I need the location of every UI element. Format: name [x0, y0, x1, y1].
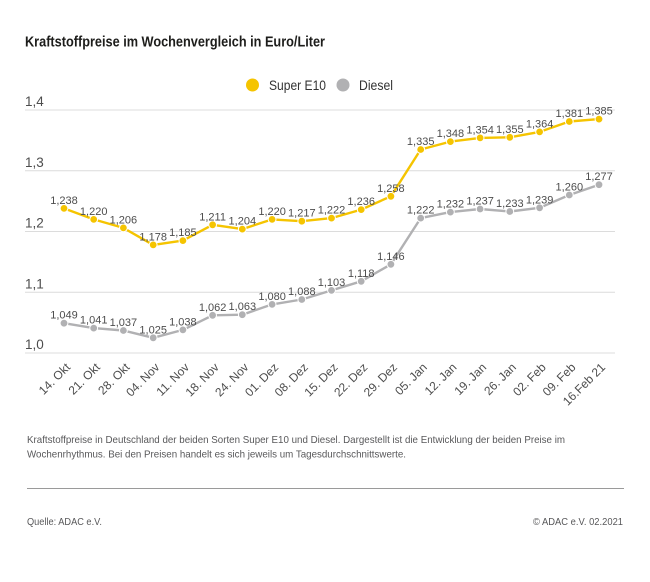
svg-text:1,211: 1,211: [199, 211, 226, 223]
svg-text:1,3: 1,3: [25, 155, 44, 170]
svg-text:1,185: 1,185: [169, 227, 197, 239]
svg-text:© ADAC e.V. 02.2021: © ADAC e.V. 02.2021: [533, 516, 623, 528]
svg-text:1,080: 1,080: [258, 291, 286, 303]
svg-text:1,277: 1,277: [585, 171, 613, 183]
svg-text:1,146: 1,146: [377, 251, 405, 263]
svg-text:Wochenrhythmus. Bei den Preise: Wochenrhythmus. Bei den Preisen handelt …: [27, 449, 406, 461]
svg-text:1,222: 1,222: [318, 205, 346, 217]
svg-text:1,258: 1,258: [377, 183, 405, 195]
svg-text:1,355: 1,355: [496, 124, 524, 136]
svg-text:1,217: 1,217: [288, 208, 316, 220]
svg-text:1,232: 1,232: [437, 199, 465, 211]
svg-text:Quelle: ADAC e.V.: Quelle: ADAC e.V.: [27, 516, 102, 528]
svg-text:1,204: 1,204: [229, 216, 257, 228]
svg-text:1,049: 1,049: [50, 310, 78, 322]
svg-text:1,088: 1,088: [288, 286, 316, 298]
svg-text:1,222: 1,222: [407, 205, 435, 217]
svg-text:1,063: 1,063: [229, 301, 257, 313]
svg-text:1,364: 1,364: [526, 118, 554, 130]
svg-text:1,025: 1,025: [139, 324, 167, 336]
svg-text:1,041: 1,041: [80, 315, 108, 327]
svg-text:1,238: 1,238: [50, 195, 78, 207]
svg-text:1,335: 1,335: [407, 136, 435, 148]
svg-text:1,260: 1,260: [556, 182, 584, 194]
svg-text:Diesel: Diesel: [359, 77, 393, 93]
svg-text:1,348: 1,348: [437, 128, 465, 140]
svg-text:1,4: 1,4: [25, 94, 44, 109]
svg-text:1,236: 1,236: [347, 196, 375, 208]
svg-text:1,2: 1,2: [25, 216, 44, 231]
svg-text:1,206: 1,206: [110, 214, 138, 226]
svg-text:Super E10: Super E10: [269, 77, 326, 93]
svg-text:1,381: 1,381: [556, 108, 584, 120]
svg-text:1,103: 1,103: [318, 277, 346, 289]
svg-text:1,354: 1,354: [466, 124, 494, 136]
svg-text:1,178: 1,178: [139, 231, 167, 243]
svg-text:1,038: 1,038: [169, 316, 197, 328]
svg-text:1,385: 1,385: [585, 106, 613, 118]
svg-text:1,237: 1,237: [466, 196, 494, 208]
svg-text:1,0: 1,0: [25, 337, 44, 352]
svg-text:Kraftstoffpreise im Wochenverg: Kraftstoffpreise im Wochenvergleich in E…: [25, 34, 325, 51]
svg-text:1,233: 1,233: [496, 198, 524, 210]
svg-text:Kraftstoffpreise in Deutschlan: Kraftstoffpreise in Deutschland der beid…: [27, 434, 565, 446]
svg-text:1,037: 1,037: [110, 317, 138, 329]
svg-text:1,1: 1,1: [25, 276, 44, 291]
svg-text:1,220: 1,220: [80, 206, 108, 218]
svg-text:1,118: 1,118: [348, 268, 375, 280]
svg-text:1,062: 1,062: [199, 302, 227, 314]
svg-text:1,220: 1,220: [258, 206, 286, 218]
svg-text:1,239: 1,239: [526, 194, 554, 206]
